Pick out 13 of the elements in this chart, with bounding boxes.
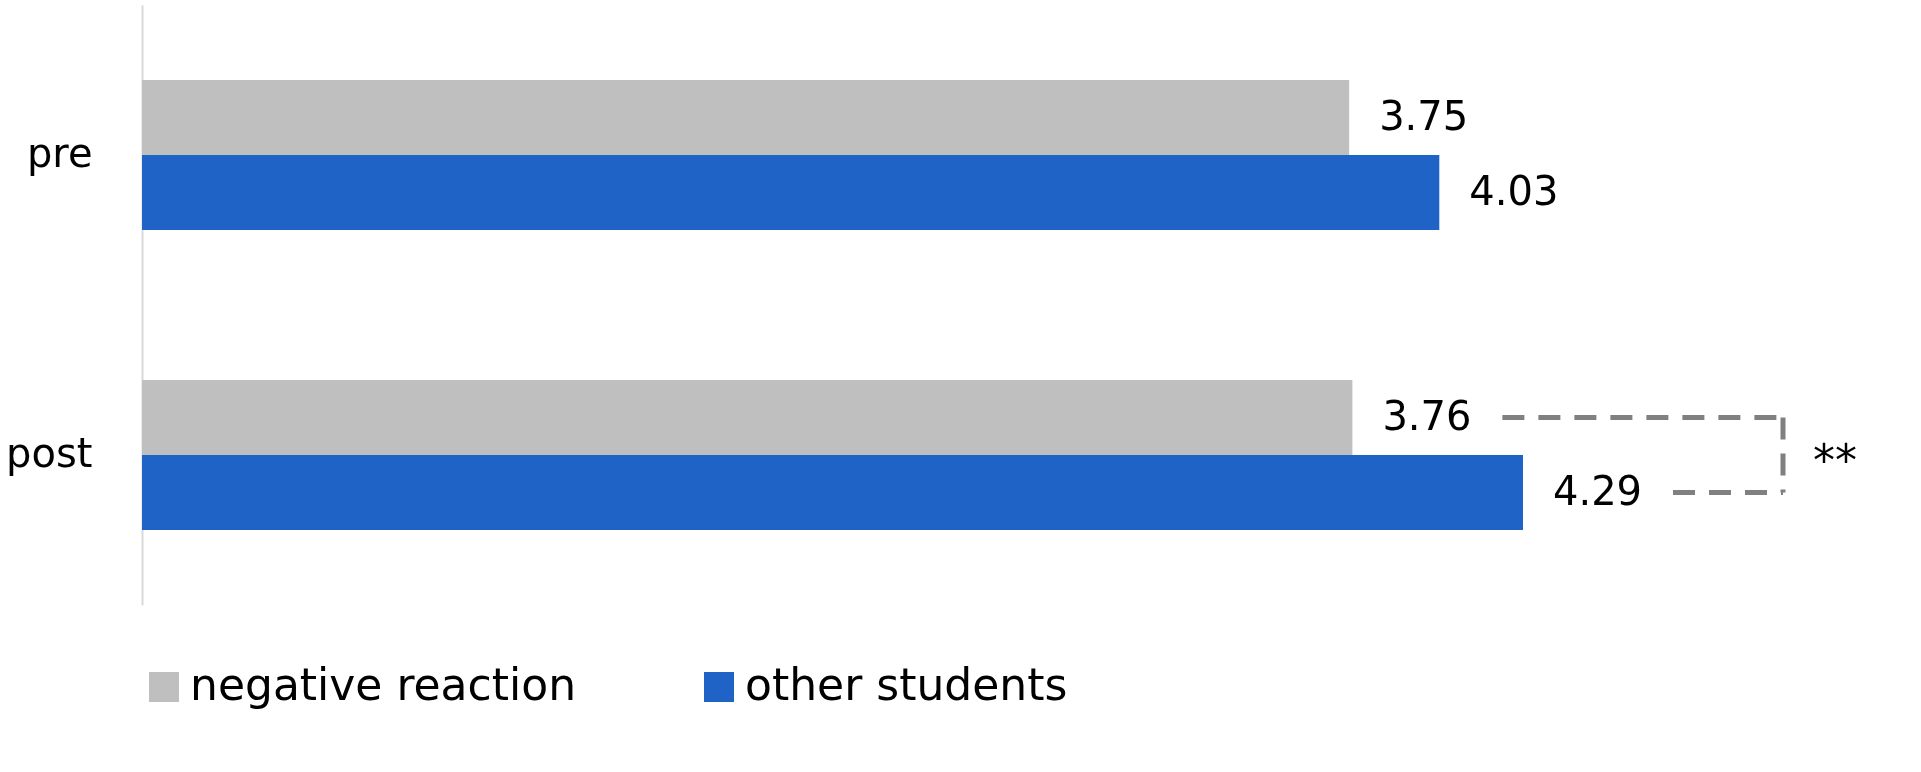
bar — [142, 155, 1440, 230]
bar — [142, 455, 1523, 530]
bar — [142, 80, 1350, 155]
bar — [142, 380, 1353, 455]
legend-label: negative reaction — [190, 659, 577, 710]
y-tick-label: pre — [26, 130, 93, 176]
text: ** — [1813, 435, 1857, 486]
data-label: 3.75 — [1379, 92, 1469, 139]
data-label: 3.76 — [1382, 392, 1472, 439]
data-label: 4.03 — [1469, 167, 1559, 214]
legend-label: other students — [745, 659, 1068, 710]
data-label: 4.29 — [1553, 467, 1643, 514]
y-tick-label: post — [6, 430, 93, 476]
